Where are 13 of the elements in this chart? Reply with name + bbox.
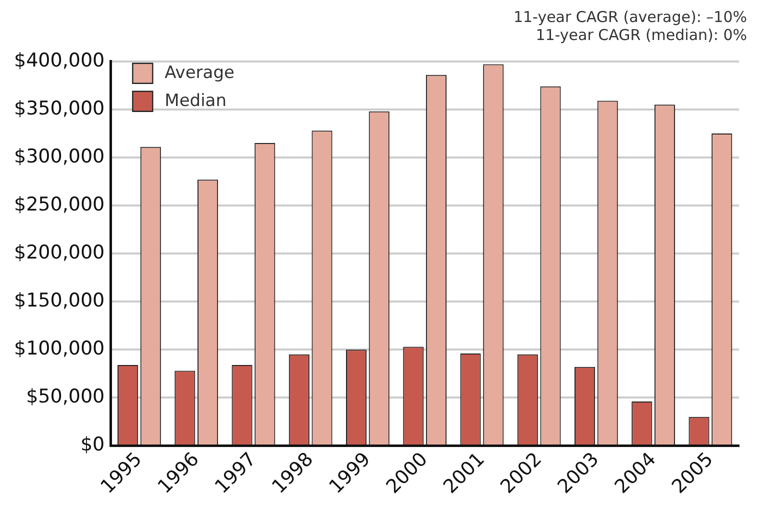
y-tick-label: $350,000	[14, 97, 105, 120]
y-tick-label: $400,000	[14, 49, 105, 72]
y-tick-label: $250,000	[14, 193, 105, 216]
y-tick-label: $300,000	[14, 145, 105, 168]
y-tick-label: $100,000	[14, 338, 105, 360]
legend-label: Median	[164, 90, 226, 111]
legend-label: Average	[164, 62, 234, 83]
y-tick-label: $150,000	[14, 290, 105, 312]
text: 11-year CAGR (average): –10%	[512, 8, 747, 26]
text: 11-year CAGR (median): 0%	[534, 26, 747, 44]
y-tick-label: $200,000	[14, 241, 105, 264]
y-tick-label: $50,000	[26, 386, 105, 408]
y-tick-label: $0	[80, 434, 105, 456]
